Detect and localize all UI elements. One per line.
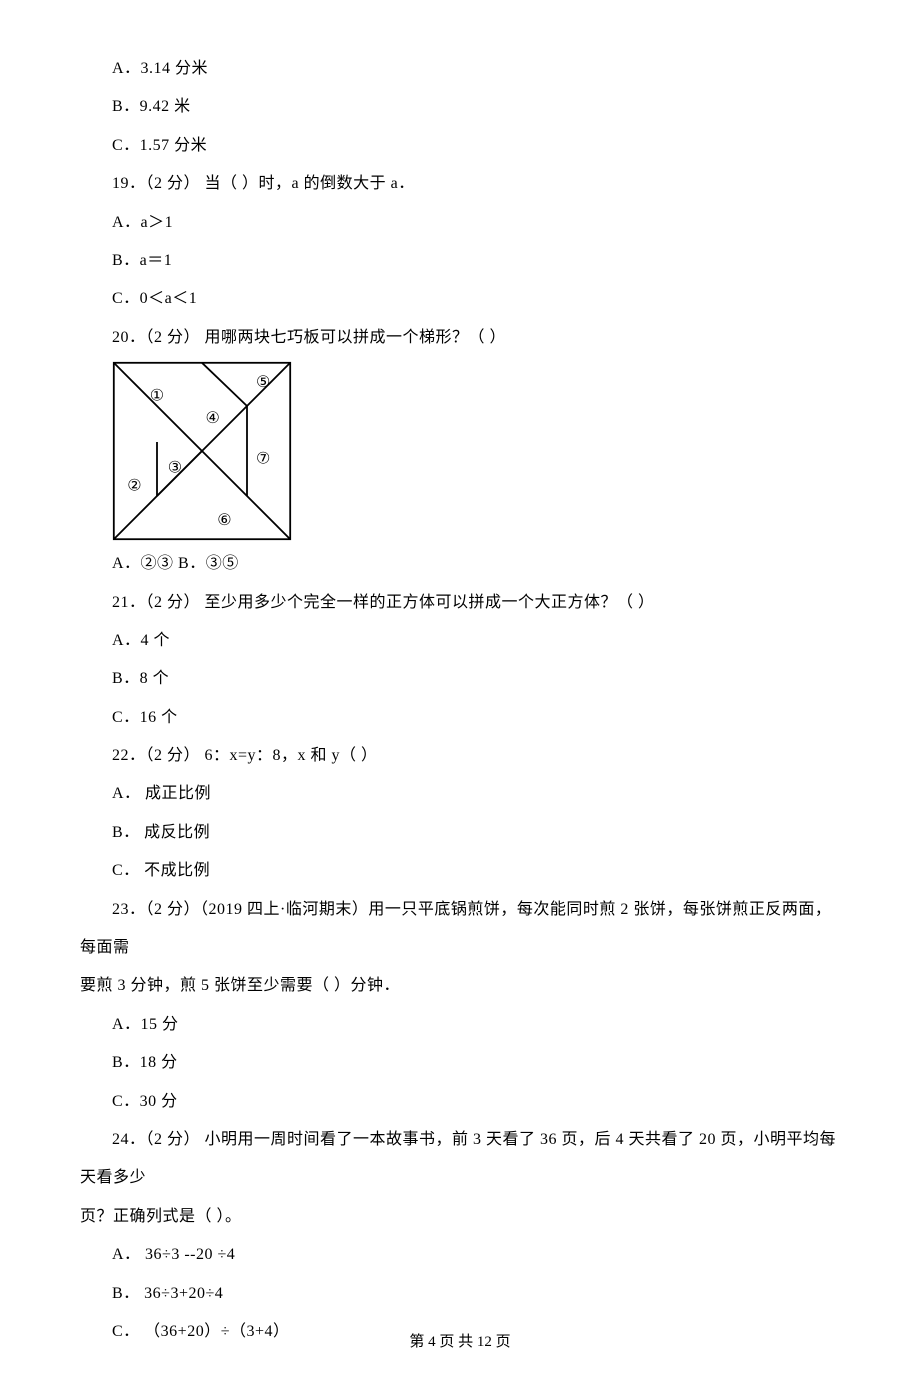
option-text: B．18 分 xyxy=(80,1044,840,1082)
option-text: A． 36÷3 --20 ÷4 xyxy=(80,1236,840,1274)
page-footer: 第 4 页 共 12 页 xyxy=(0,1330,920,1351)
question-stem: 24．（2 分） 小明用一周时间看了一本故事书，前 3 天看了 36 页，后 4… xyxy=(80,1121,840,1198)
option-text: C．0＜a＜1 xyxy=(80,280,840,318)
option-text: A．3.14 分米 xyxy=(80,50,840,88)
option-text: C．1.57 分米 xyxy=(80,127,840,165)
option-text: B． 36÷3+20÷4 xyxy=(80,1275,840,1313)
piece-label: ② xyxy=(127,477,142,495)
option-text: C．30 分 xyxy=(80,1083,840,1121)
question-stem: 23．（2 分）（2019 四上·临河期末）用一只平底锅煎饼，每次能同时煎 2 … xyxy=(80,891,840,968)
piece-label: ③ xyxy=(168,459,183,477)
piece-label: ① xyxy=(150,387,165,405)
tangram-diagram: ① ② ③ ④ ⑤ ⑥ ⑦ xyxy=(112,361,292,541)
question-stem: 要煎 3 分钟，煎 5 张饼至少需要（ ）分钟． xyxy=(80,967,840,1005)
option-text: A．a＞1 xyxy=(80,204,840,242)
option-text: B．a＝1 xyxy=(80,242,840,280)
option-text: A．②③ B．③⑤ xyxy=(80,545,840,583)
option-text: A． 成正比例 xyxy=(80,775,840,813)
option-text: A．15 分 xyxy=(80,1006,840,1044)
question-stem: 22．（2 分） 6：x=y：8，x 和 y（ ） xyxy=(80,737,840,775)
piece-label: ⑥ xyxy=(217,511,232,529)
option-text: B． 成反比例 xyxy=(80,814,840,852)
option-text: C．16 个 xyxy=(80,699,840,737)
question-stem: 20．（2 分） 用哪两块七巧板可以拼成一个梯形？（ ） xyxy=(80,319,840,357)
question-stem: 页？正确列式是（ ）。 xyxy=(80,1198,840,1236)
question-stem: 21．（2 分） 至少用多少个完全一样的正方体可以拼成一个大正方体？（ ） xyxy=(80,584,840,622)
option-text: C． 不成比例 xyxy=(80,852,840,890)
page: A．3.14 分米 B．9.42 米 C．1.57 分米 19．（2 分） 当（… xyxy=(0,0,920,1381)
piece-label: ⑤ xyxy=(256,373,271,391)
option-text: A．4 个 xyxy=(80,622,840,660)
question-stem: 19．（2 分） 当（ ）时，a 的倒数大于 a． xyxy=(80,165,840,203)
piece-label: ⑦ xyxy=(256,450,271,468)
option-text: B．8 个 xyxy=(80,660,840,698)
option-text: B．9.42 米 xyxy=(80,88,840,126)
piece-label: ④ xyxy=(206,409,221,427)
